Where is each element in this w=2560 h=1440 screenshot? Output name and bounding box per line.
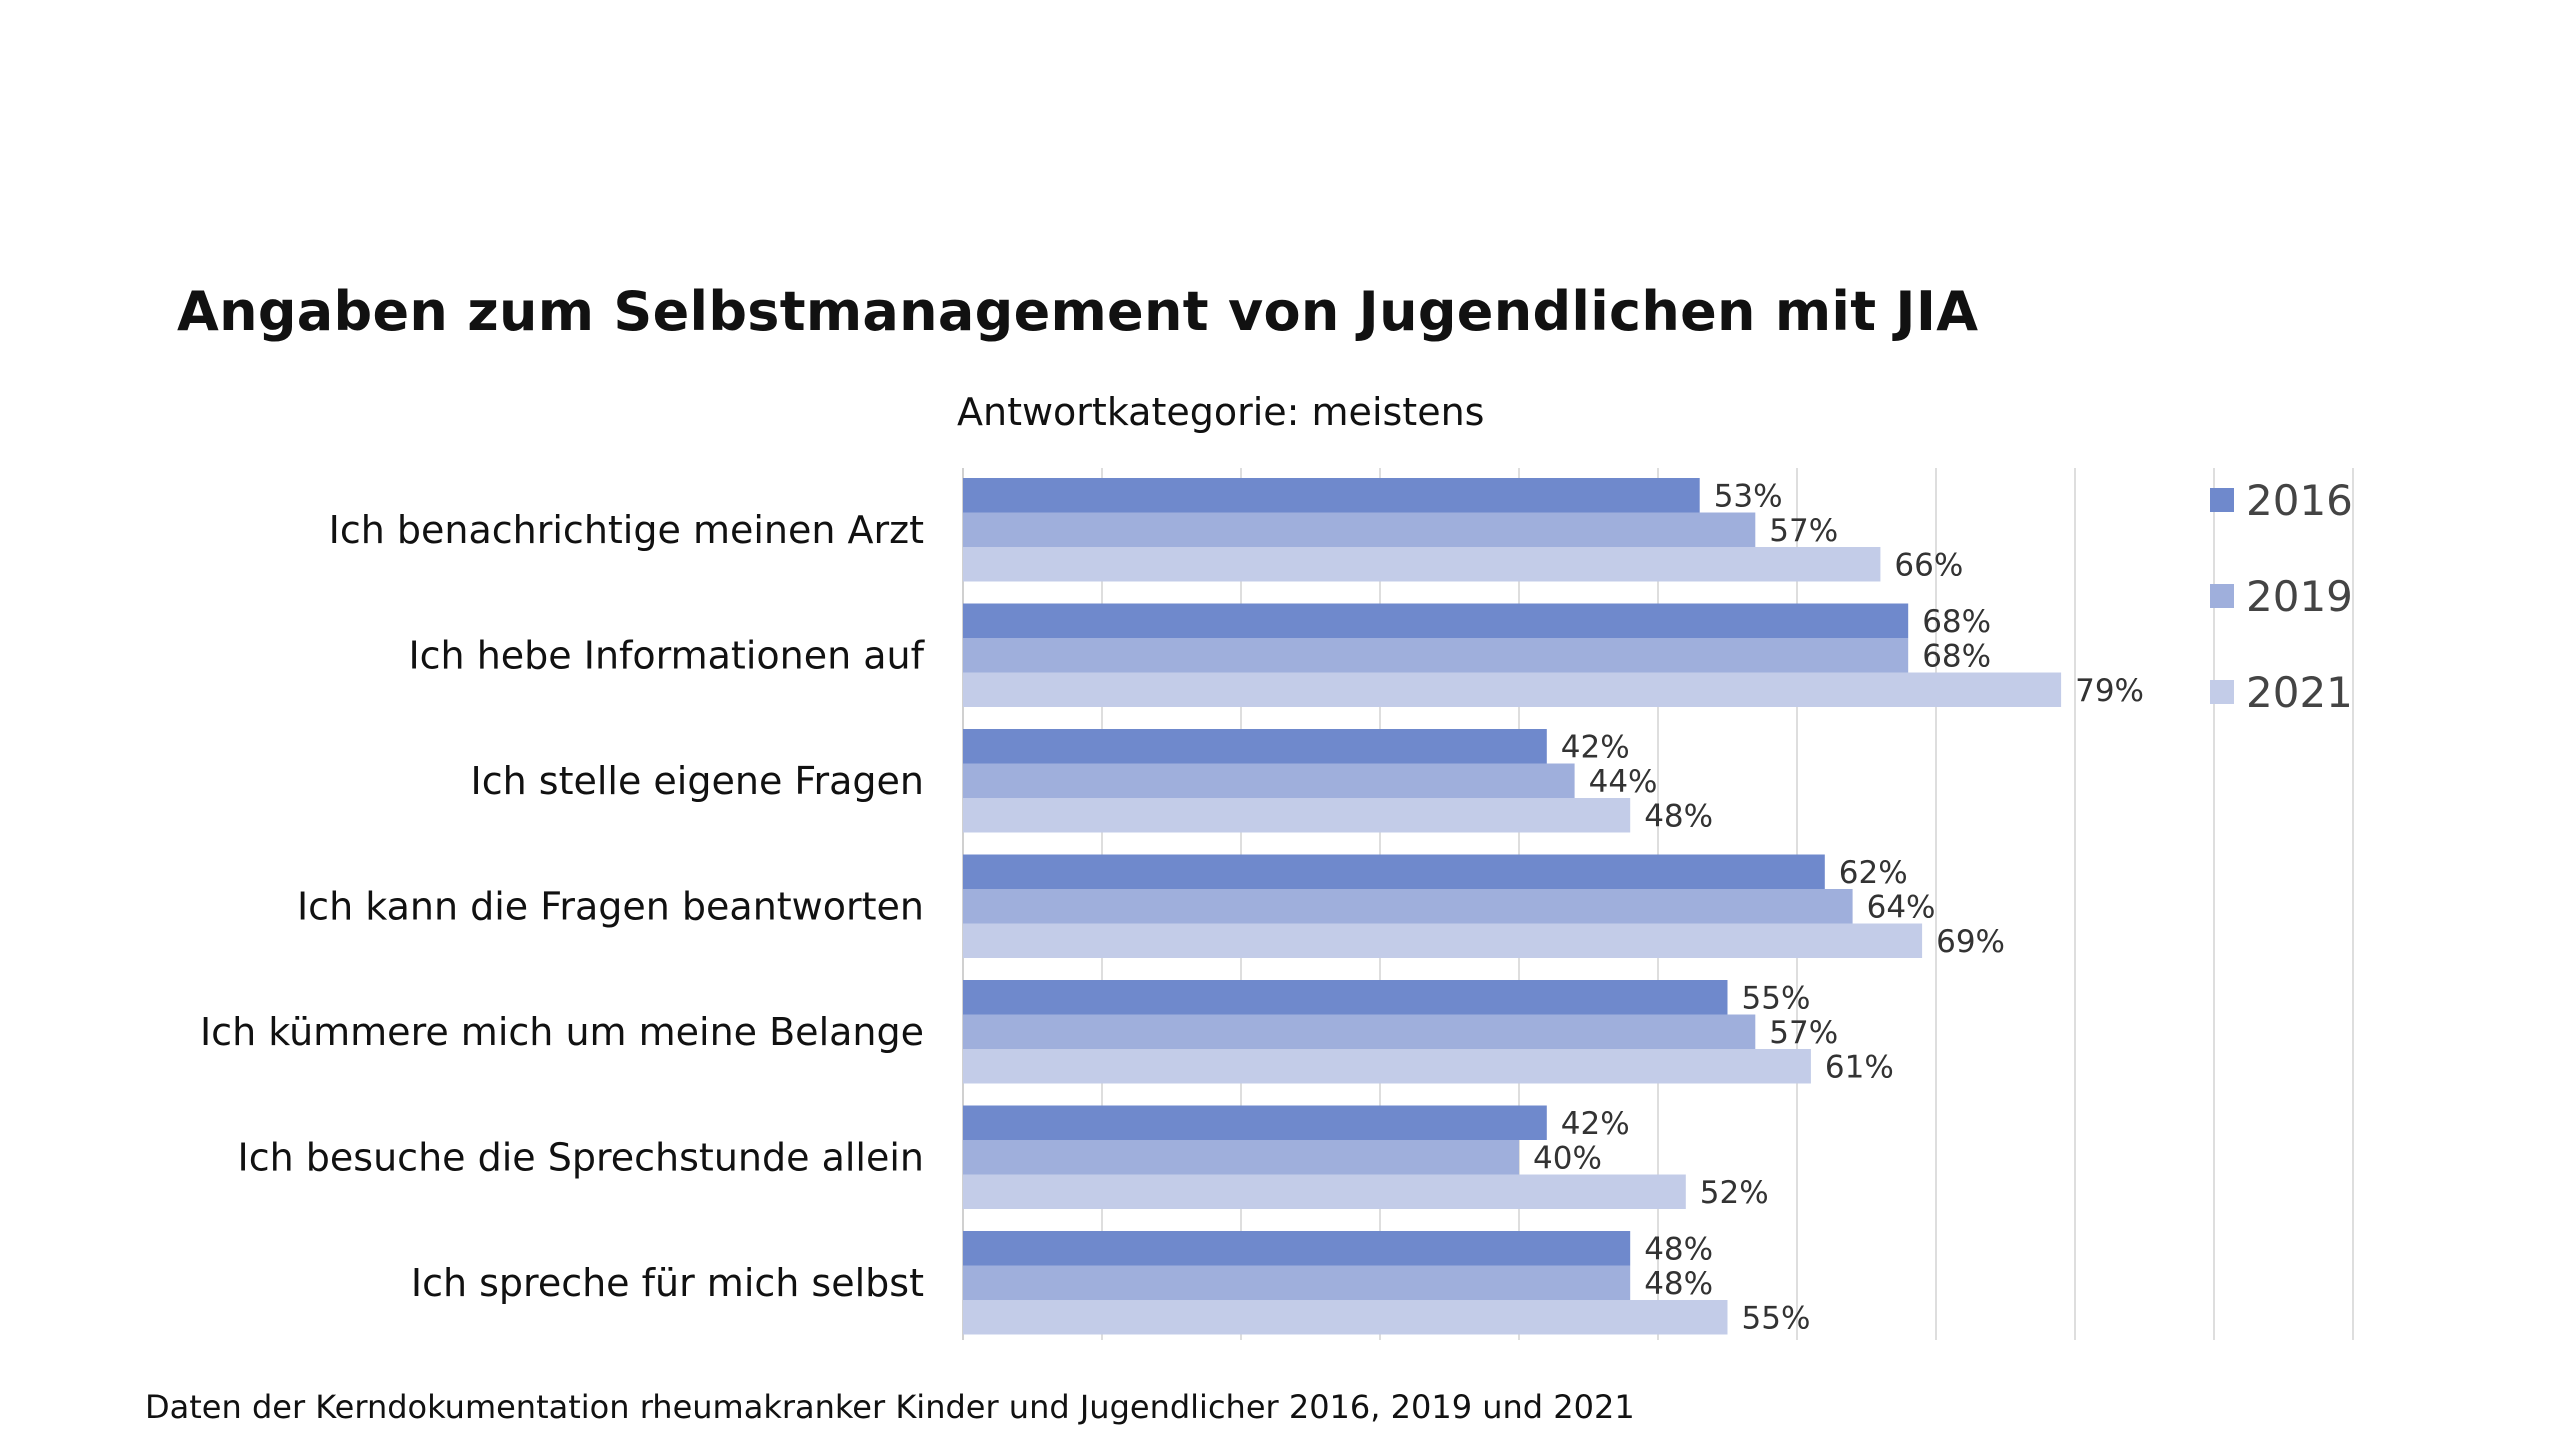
legend-swatch-2021: [2210, 680, 2234, 704]
data-label: 68%: [1922, 604, 1991, 640]
data-label: 42%: [1561, 1106, 1630, 1142]
bar-2019: [963, 638, 1909, 673]
bar-2021: [963, 1174, 1686, 1209]
data-label: 57%: [1769, 1015, 1838, 1051]
labels: Ich benachrichtige meinen Arzt53%57%66%I…: [200, 478, 2144, 1336]
bar-2016: [963, 854, 1825, 889]
source-footnote: Daten der Kerndokumentation rheumakranke…: [145, 1388, 1635, 1426]
data-label: 62%: [1839, 855, 1908, 891]
bar-2021: [963, 1300, 1728, 1335]
data-label: 64%: [1867, 889, 1936, 925]
data-label: 48%: [1644, 798, 1713, 834]
data-label: 55%: [1742, 980, 1811, 1016]
legend: 2016 2019 2021: [2210, 476, 2353, 717]
bar-2016: [963, 603, 1909, 638]
bar-2016: [963, 478, 1700, 513]
bar-2021: [963, 672, 2062, 707]
data-label: 40%: [1533, 1140, 1602, 1176]
legend-label: 2016: [2246, 476, 2353, 525]
data-label: 57%: [1769, 513, 1838, 549]
bar-2016: [963, 980, 1728, 1015]
page-title: Angaben zum Selbstmanagement von Jugendl…: [177, 280, 1979, 343]
data-label: 44%: [1589, 764, 1658, 800]
category-label: Ich spreche für mich selbst: [411, 1261, 924, 1305]
data-label: 66%: [1894, 547, 1963, 583]
bar-2019: [963, 1014, 1756, 1049]
data-label: 53%: [1714, 478, 1783, 514]
legend-swatch-2019: [2210, 584, 2234, 608]
data-label: 79%: [2075, 673, 2144, 709]
bar-2016: [963, 1231, 1631, 1266]
data-label: 55%: [1742, 1300, 1811, 1336]
category-label: Ich besuche die Sprechstunde allein: [238, 1135, 924, 1179]
bar-2021: [963, 923, 1923, 958]
data-label: 42%: [1561, 729, 1630, 765]
category-label: Ich stelle eigene Fragen: [471, 759, 924, 803]
bar-2019: [963, 1140, 1519, 1175]
data-label: 69%: [1936, 924, 2005, 960]
legend-label: 2019: [2246, 572, 2353, 621]
data-label: 61%: [1825, 1049, 1894, 1085]
bar-2019: [963, 889, 1853, 924]
data-label: 48%: [1644, 1266, 1713, 1302]
bars: [963, 478, 2062, 1335]
legend-label: 2021: [2246, 668, 2353, 717]
data-label: 48%: [1644, 1231, 1713, 1267]
legend-swatch-2016: [2210, 488, 2234, 512]
category-label: Ich hebe Informationen auf: [408, 633, 925, 677]
bar-2016: [963, 1105, 1547, 1140]
data-label: 52%: [1700, 1175, 1769, 1211]
data-label: 68%: [1922, 638, 1991, 674]
category-label: Ich kann die Fragen beantworten: [297, 884, 924, 928]
bar-2016: [963, 729, 1547, 764]
bar-2021: [963, 1049, 1811, 1084]
category-label: Ich kümmere mich um meine Belange: [200, 1010, 924, 1054]
bar-2019: [963, 1265, 1631, 1300]
bar-2019: [963, 512, 1756, 547]
bar-2021: [963, 547, 1881, 582]
chart-subtitle: Antwortkategorie: meistens: [957, 390, 1485, 434]
category-label: Ich benachrichtige meinen Arzt: [329, 508, 924, 552]
bar-2019: [963, 763, 1575, 798]
bar-2021: [963, 798, 1631, 833]
